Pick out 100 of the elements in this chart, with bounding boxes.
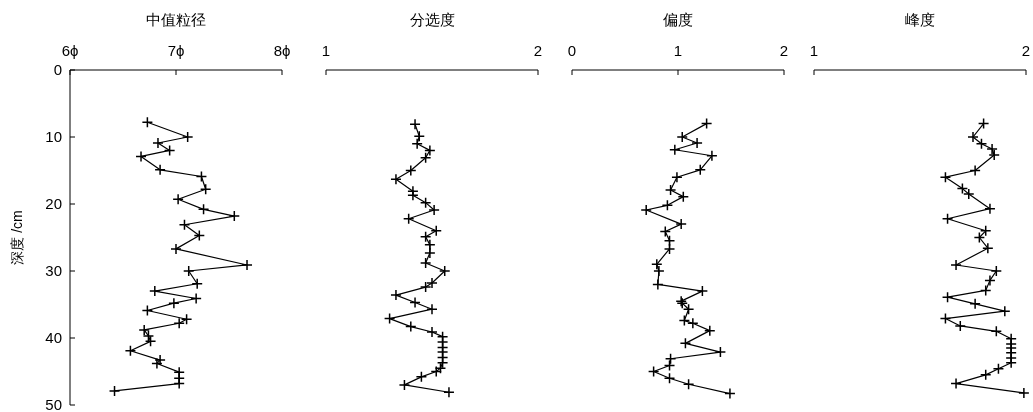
point <box>661 199 674 212</box>
point <box>241 259 253 271</box>
point <box>228 210 241 222</box>
point <box>691 137 703 149</box>
point <box>152 137 164 149</box>
point <box>664 184 677 196</box>
point <box>141 304 154 317</box>
point <box>659 225 672 238</box>
y-tick-label: 0 <box>53 61 62 78</box>
y-tick-label: 50 <box>45 396 62 412</box>
point <box>182 265 195 277</box>
point <box>149 285 161 297</box>
point <box>190 292 202 305</box>
point <box>979 284 992 297</box>
point <box>663 235 676 247</box>
point <box>706 150 718 162</box>
point <box>407 189 419 202</box>
point <box>390 173 402 185</box>
point <box>172 193 184 206</box>
point <box>696 285 709 297</box>
point <box>424 247 436 259</box>
x-tick-label: 1 <box>321 42 331 59</box>
y-axis-title: 深度 /cm <box>9 210 25 265</box>
point <box>992 363 1005 375</box>
point <box>700 117 713 130</box>
point <box>669 143 681 156</box>
point <box>977 117 990 130</box>
point <box>990 325 1003 338</box>
point <box>181 131 194 143</box>
point <box>652 278 664 291</box>
chart-title: 中值粒径 <box>146 11 206 28</box>
point <box>413 130 426 143</box>
point <box>941 291 954 303</box>
point <box>398 379 411 391</box>
point <box>411 137 423 150</box>
y-tick-label: 10 <box>45 128 62 145</box>
point <box>151 357 163 370</box>
chart-title: 分选度 <box>409 11 455 28</box>
point <box>390 289 402 301</box>
point <box>663 359 676 372</box>
x-tick-label: 7ϕ <box>167 42 185 59</box>
point <box>671 171 683 183</box>
point <box>694 164 707 176</box>
point <box>419 281 432 293</box>
point <box>979 369 992 381</box>
point <box>954 320 967 332</box>
point <box>163 144 176 157</box>
point <box>108 385 121 397</box>
point <box>678 314 691 327</box>
point <box>687 317 699 330</box>
x-tick-label: 6ϕ <box>61 42 79 59</box>
point <box>428 204 440 216</box>
point <box>195 170 208 183</box>
point <box>999 305 1011 317</box>
point <box>724 387 736 400</box>
point <box>409 296 421 309</box>
point <box>405 320 417 333</box>
point <box>197 203 210 216</box>
point <box>426 326 438 338</box>
point <box>170 243 182 255</box>
point <box>180 313 193 325</box>
point <box>679 337 692 350</box>
point <box>984 202 996 215</box>
point <box>939 312 952 325</box>
point <box>419 257 432 269</box>
point <box>979 225 992 237</box>
x-tick-label: 1 <box>673 42 683 59</box>
point <box>941 212 954 225</box>
point <box>434 362 447 374</box>
point <box>676 131 688 143</box>
x-tick-label: 2 <box>779 42 789 59</box>
point <box>193 229 206 242</box>
y-tick-label: 40 <box>45 329 62 346</box>
point <box>419 152 432 164</box>
point <box>950 377 962 390</box>
point <box>402 212 415 225</box>
point <box>675 218 687 230</box>
point <box>443 386 455 399</box>
point <box>154 164 166 176</box>
point <box>677 190 690 203</box>
point <box>975 137 988 150</box>
point <box>415 371 428 383</box>
point <box>426 277 438 289</box>
point <box>990 265 1003 277</box>
point <box>405 164 417 177</box>
x-tick-label: 1 <box>809 42 819 59</box>
point <box>973 231 986 244</box>
point <box>199 183 212 196</box>
point <box>426 303 438 315</box>
point <box>154 354 166 366</box>
point <box>383 312 396 325</box>
point <box>664 353 677 365</box>
point <box>1005 357 1017 369</box>
point <box>969 164 981 177</box>
y-tick-label: 30 <box>45 262 62 279</box>
point <box>178 219 191 231</box>
point <box>939 171 952 183</box>
point <box>967 131 979 143</box>
point <box>663 372 676 384</box>
x-tick-label: 2 <box>1021 42 1031 59</box>
